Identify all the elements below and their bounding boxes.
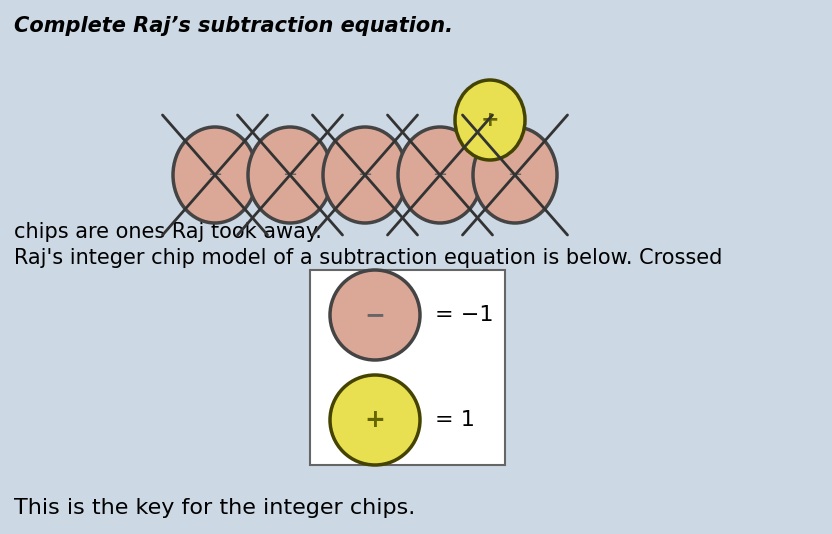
Ellipse shape [323, 127, 407, 223]
Ellipse shape [398, 127, 482, 223]
Text: = −1: = −1 [435, 305, 493, 325]
Ellipse shape [330, 270, 420, 360]
Text: −: − [282, 166, 298, 184]
Text: This is the key for the integer chips.: This is the key for the integer chips. [14, 498, 415, 518]
Text: Complete Raj’s subtraction equation.: Complete Raj’s subtraction equation. [14, 16, 453, 36]
Text: Raj's integer chip model of a subtraction equation is below. Crossed: Raj's integer chip model of a subtractio… [14, 248, 722, 268]
Ellipse shape [248, 127, 332, 223]
Ellipse shape [473, 127, 557, 223]
Text: −: − [364, 303, 385, 327]
FancyBboxPatch shape [310, 270, 505, 465]
Ellipse shape [330, 375, 420, 465]
Text: +: + [481, 110, 499, 130]
Ellipse shape [455, 80, 525, 160]
Text: = 1: = 1 [435, 410, 475, 430]
Text: −: − [508, 166, 522, 184]
Text: chips are ones Raj took away.: chips are ones Raj took away. [14, 222, 322, 242]
Text: −: − [207, 166, 223, 184]
Text: +: + [364, 408, 385, 432]
Ellipse shape [173, 127, 257, 223]
Text: −: − [433, 166, 448, 184]
Text: −: − [358, 166, 373, 184]
